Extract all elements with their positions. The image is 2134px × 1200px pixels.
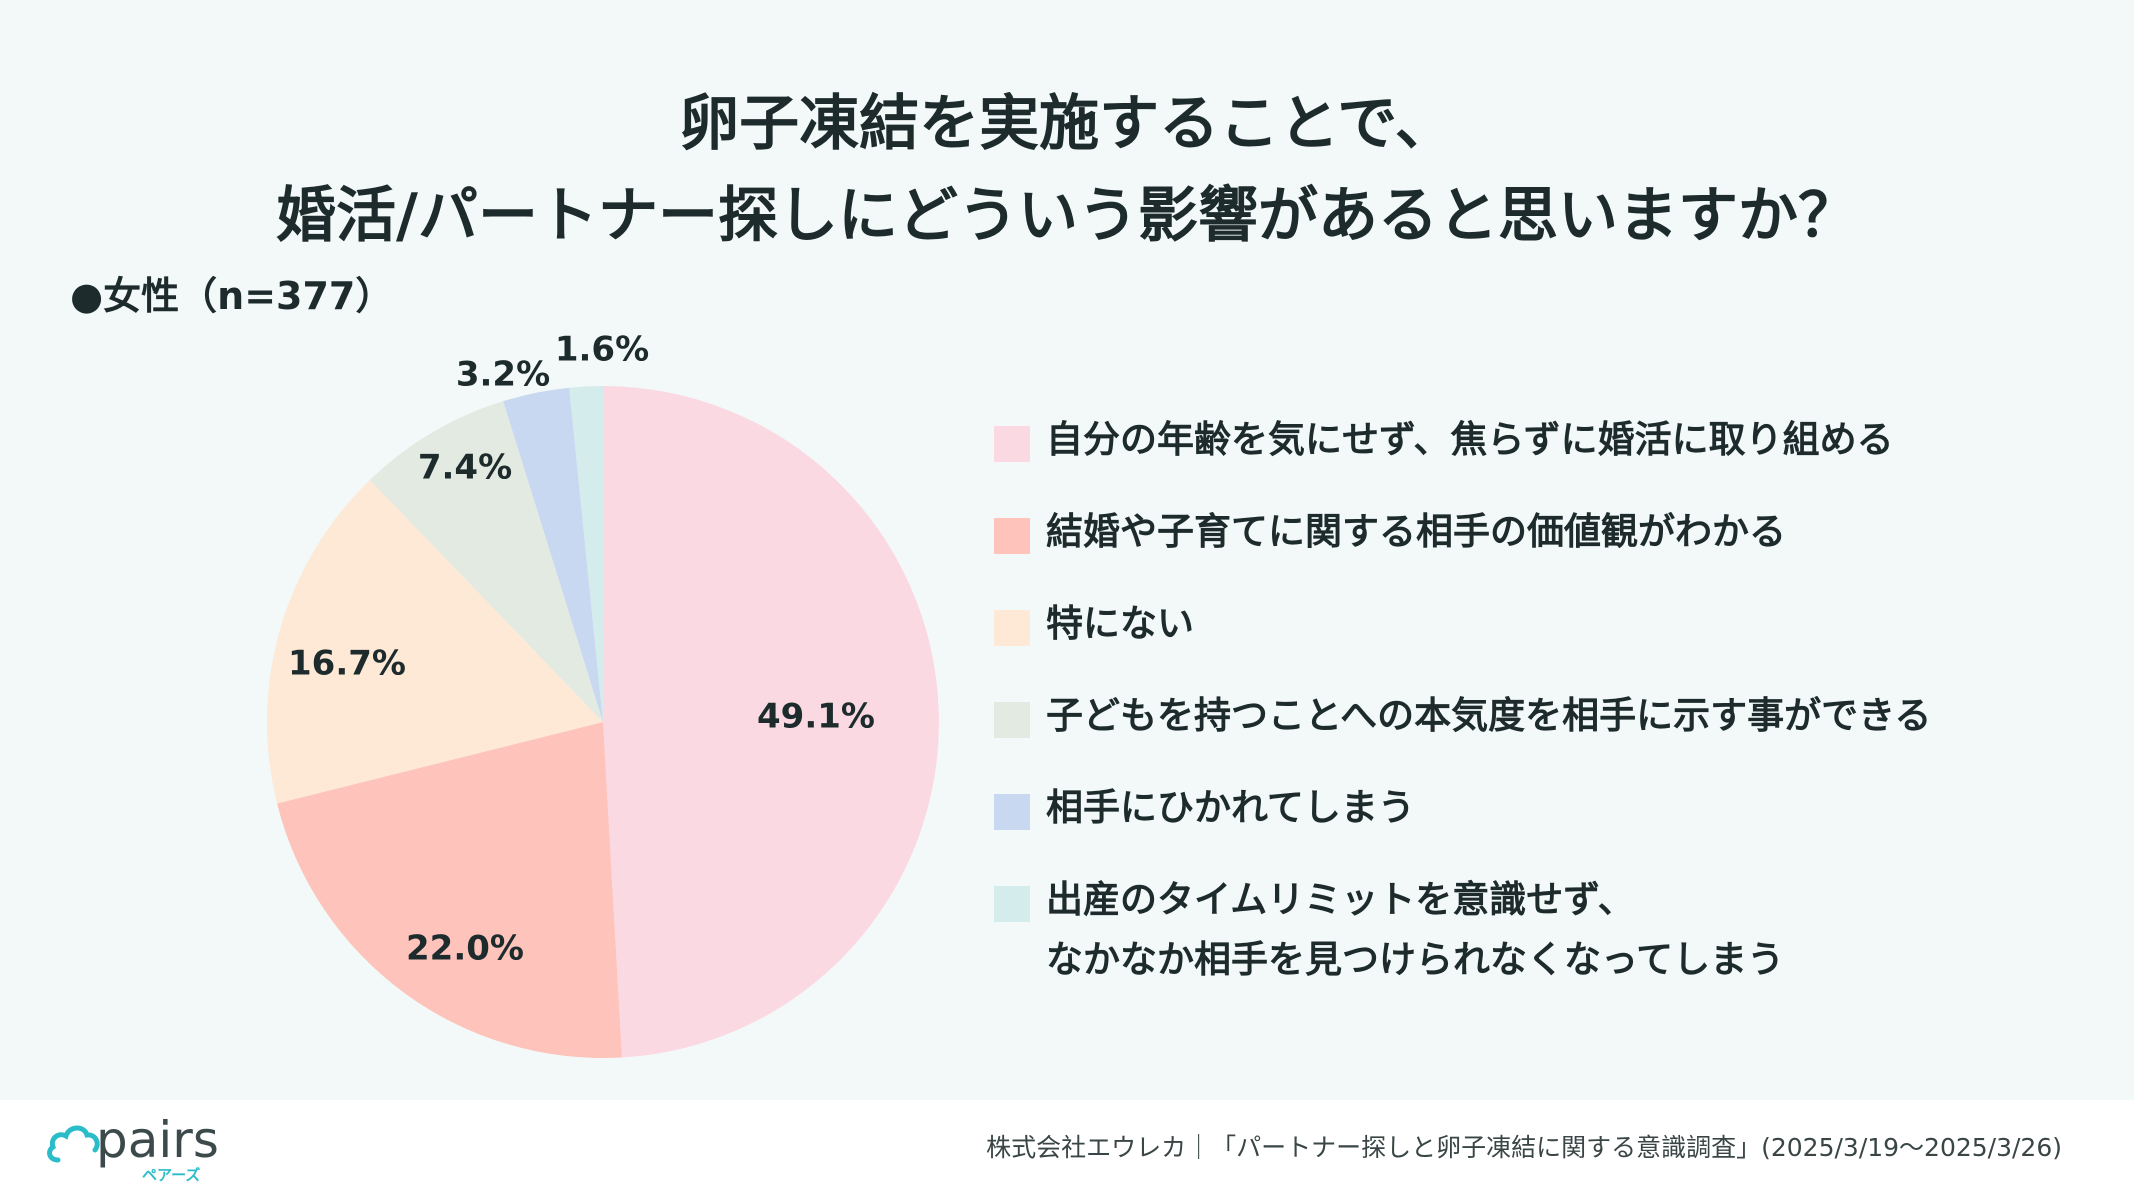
title-line-2: 婚活/パートナー探しにどういう影響があると思いますか？ [276,181,1858,251]
legend-label: 特にない [1046,602,1194,645]
slice-label-5: 3.2% [456,355,550,395]
pie-slice-5 [503,387,603,722]
footer [0,1100,2134,1200]
pie-slice-3 [267,479,603,804]
pie-slice-6 [569,386,603,722]
title-line-1: 卵子凍結を実施することで、 [679,89,1455,159]
chart-title: 卵子凍結を実施することで、 婚活/パートナー探しにどういう影響があると思いますか… [0,78,2134,262]
slice-label-3: 16.7% [288,644,406,684]
legend-swatch [994,702,1030,738]
legend-swatch [994,426,1030,462]
legend-swatch [994,610,1030,646]
pairs-logo: pairs ペアーズ [46,1112,246,1188]
slice-label-4: 7.4% [418,448,512,488]
pie-slice-1 [603,386,939,1058]
legend-label: 子どもを持つことへの本気度を相手に示す事ができる [1046,694,1932,737]
legend-label: 相手にひかれてしまう [1046,786,1415,829]
logo-subtext: ペアーズ [142,1166,201,1184]
legend-label: 自分の年齢を気にせず、焦らずに婚活に取り組める [1046,418,1894,461]
slice-label-6: 1.6% [555,330,649,370]
slice-label-2: 22.0% [406,929,524,969]
subgroup-label: ●女性（n=377） [70,274,394,318]
legend-label: 出産のタイムリミットを意識せず、 なかなか相手を見つけられなくなってしまう [1046,878,1785,981]
logo-text: pairs [96,1111,219,1169]
slice-label-1: 49.1% [757,697,875,737]
pie-slice-4 [369,401,603,722]
legend-label: 結婚や子育てに関する相手の価値観がわかる [1046,510,1786,553]
pie-slice-2 [277,722,622,1058]
legend-swatch [994,886,1030,922]
legend-swatch [994,518,1030,554]
cloud-icon [47,1125,100,1163]
legend-swatch [994,794,1030,830]
source-credit: 株式会社エウレカ｜「パートナー探しと卵子凍結に関する意識調査」(2025/3/1… [986,1133,2062,1162]
pie-chart: 49.1% 22.0% 16.7% 7.4% 3.2%1.6% [267,330,939,1058]
